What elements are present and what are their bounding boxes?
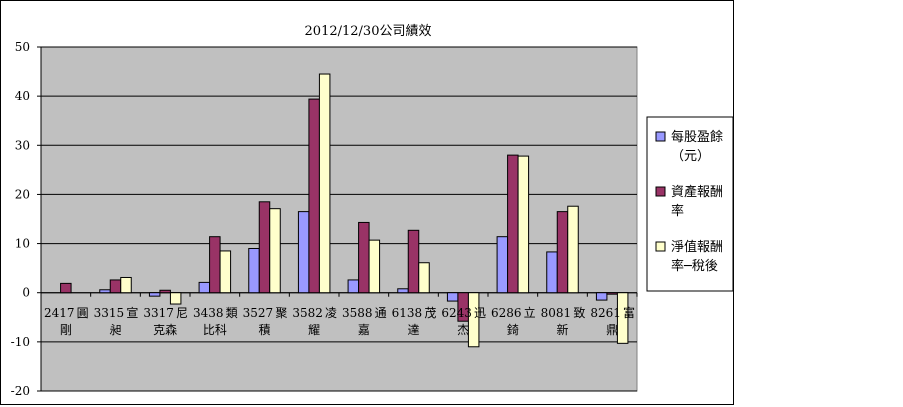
x-tick-label: 類 <box>226 306 238 320</box>
x-tick-label: 鼎 <box>606 323 618 337</box>
legend-label: 率 <box>671 203 684 219</box>
x-tick-label: 昶 <box>109 323 121 337</box>
y-tick-label: 10 <box>15 237 30 251</box>
chart-svg: 2012/12/30公司績效 -20 -10 0 10 20 30 40 50 2417 圓剛 331… <box>11 24 734 398</box>
bar <box>556 211 569 294</box>
y-tick-label: 50 <box>15 40 30 54</box>
bar <box>496 236 509 294</box>
x-tick-label: 3582 <box>292 306 323 320</box>
x-tick-label: 8261 <box>590 306 621 320</box>
bar <box>198 281 211 294</box>
bar <box>358 221 370 294</box>
legend-label: 每股盈餘 <box>671 129 723 145</box>
x-tick-label: 通 <box>375 306 387 320</box>
bar <box>308 98 320 294</box>
bar <box>397 288 409 294</box>
bar <box>347 279 360 294</box>
bar <box>507 154 519 294</box>
x-tick-label: 3527 <box>243 306 274 320</box>
bar <box>169 292 182 305</box>
x-tick-label: 凌 <box>325 306 337 320</box>
x-tick-label: 克森 <box>153 322 177 337</box>
bar <box>209 236 221 294</box>
legend-label: 資產報酬 <box>671 184 723 200</box>
x-tick-label: 比科 <box>203 323 227 337</box>
x-tick-label: 積 <box>258 322 270 337</box>
x-tick-label: 新 <box>556 322 568 337</box>
bar <box>159 289 171 294</box>
x-tick-label: 茂 <box>424 306 436 320</box>
bar <box>248 247 260 294</box>
bar <box>616 292 629 344</box>
x-tick-label: 圓 <box>77 306 89 320</box>
x-tick-label: 嘉 <box>358 323 370 337</box>
x-tick-label: 6138 <box>392 306 423 320</box>
bar <box>99 289 111 294</box>
legend-swatch <box>655 131 666 142</box>
bar <box>418 262 430 294</box>
x-tick-label: 6286 <box>491 306 522 320</box>
bar <box>109 279 122 294</box>
x-tick-label: 富 <box>623 305 635 320</box>
x-tick-label: 3438 <box>193 306 224 320</box>
bar <box>219 250 232 294</box>
legend-label: 率─稅後 <box>671 258 718 274</box>
legend-swatch <box>655 186 666 197</box>
legend-box <box>646 116 734 292</box>
plot-area <box>40 46 638 392</box>
bar <box>318 73 331 294</box>
x-tick-label: 耀 <box>308 323 320 337</box>
bar <box>595 292 608 301</box>
y-tick-label: 20 <box>15 187 30 201</box>
x-tick-label: 3317 <box>143 306 174 320</box>
bar <box>269 208 281 294</box>
bar <box>297 211 310 294</box>
y-tick-label: 40 <box>15 89 30 103</box>
bar <box>517 155 530 294</box>
x-tick-label: 8081 <box>541 306 572 320</box>
bar <box>546 251 558 294</box>
x-tick-label: 杰 <box>457 323 469 337</box>
x-tick-label: 致 <box>573 306 585 320</box>
x-tick-label: 立 <box>524 305 536 320</box>
x-tick-label: 尼 <box>176 306 188 320</box>
chart-frame: 2012/12/30公司績效 -20 -10 0 10 20 30 40 50 2417 圓剛 331… <box>0 0 734 405</box>
x-tick-label: 3588 <box>342 306 373 320</box>
bar <box>467 292 480 348</box>
x-tick-label: 迅 <box>474 306 486 320</box>
bar <box>368 239 381 294</box>
y-tick-label: 30 <box>15 138 30 152</box>
bar <box>148 292 161 297</box>
bar <box>60 282 72 294</box>
y-tick-label: -20 <box>11 384 30 398</box>
x-tick-label: 剛 <box>60 323 72 337</box>
bar <box>446 292 459 302</box>
x-tick-label: 錡 <box>507 322 519 337</box>
x-tick-label: 宣 <box>126 305 138 320</box>
bar <box>258 201 271 294</box>
bar <box>407 229 420 294</box>
x-tick-label: 達 <box>407 323 419 337</box>
y-tick-label: -10 <box>11 335 30 349</box>
legend-swatch <box>655 241 666 252</box>
legend-label: 淨值報酬 <box>671 239 723 255</box>
bar <box>120 276 132 294</box>
x-tick-label: 3315 <box>94 306 125 320</box>
x-tick-label: 2417 <box>44 306 75 320</box>
x-tick-label: 6243 <box>441 306 472 320</box>
chart-title: 2012/12/30公司績效 <box>305 24 432 39</box>
bar <box>606 292 618 295</box>
x-tick-label: 聚 <box>275 306 287 320</box>
y-tick-label: 0 <box>22 286 30 300</box>
legend-label: （元） <box>671 149 710 164</box>
bar <box>567 205 579 294</box>
